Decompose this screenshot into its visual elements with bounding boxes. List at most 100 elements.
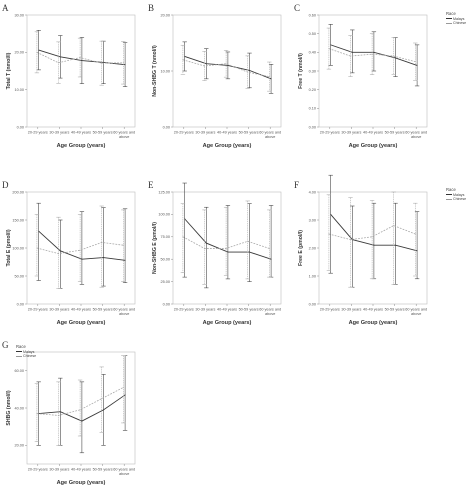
panel-b: B 0.00 10.00 20.00 20-29 years 30-39 years 40…: [148, 3, 298, 158]
y-tick-label: 0.60: [309, 13, 316, 17]
y-tick-label: 0.10: [309, 107, 316, 111]
series-line: [36, 387, 124, 416]
x-tick-label: 60 years and: [113, 131, 135, 135]
y-tick-label: 200.00: [12, 190, 24, 194]
data-point: [38, 49, 40, 51]
data-point: [81, 60, 83, 62]
x-tick-label: 20-29 years: [320, 308, 340, 312]
data-point: [79, 57, 81, 59]
x-axis-title: Age Group (years): [203, 320, 252, 326]
panel-label: E: [148, 180, 154, 190]
data-point: [103, 61, 104, 63]
data-point: [124, 394, 126, 396]
plot-frame: [26, 191, 136, 305]
panel-a: A 0.00 10.00 20.00 30.00 20-29 years 30-39 ye…: [2, 3, 152, 158]
y-tick-label: 25.00: [160, 280, 170, 284]
data-point: [122, 244, 124, 246]
data-point: [103, 409, 104, 411]
legend: Race Malays Chinese: [446, 187, 467, 202]
data-point: [249, 251, 250, 253]
legend-swatch-malays: [446, 18, 452, 20]
chart-free-t: 0.00 0.10 0.20 0.30 0.40 0.50 0.60 20-29 years 3…: [298, 13, 428, 149]
plot-frame: [26, 14, 136, 128]
y-tick-label: 50.00: [160, 258, 170, 262]
data-point: [124, 64, 126, 66]
chart-non-shbg-e: 0.00 25.00 50.00 75.00 100.00 125.00 20-29 yea…: [152, 182, 282, 326]
data-point: [81, 258, 83, 260]
data-point: [350, 239, 351, 241]
x-tick-label: 60 years and: [259, 131, 281, 135]
data-point: [204, 247, 205, 249]
x-tick-label: 20-29 years: [174, 308, 194, 312]
y-tick-label: 0.30: [309, 69, 316, 73]
data-point: [101, 62, 103, 64]
data-point: [416, 250, 418, 252]
legend-entry-chinese: Chinese: [453, 197, 467, 202]
legend: Race Malays Chinese: [16, 344, 36, 359]
y-axis-title: Free T (nmol/l): [298, 53, 304, 89]
panel-g: G 20.00 40.00 60.00 20-29 years 30-39 years 4…: [2, 340, 152, 495]
x-axis-title: Age Group (years): [349, 143, 398, 149]
x-tick-label: 20-29 years: [28, 308, 48, 312]
plot-frame: [26, 351, 136, 465]
y-tick-label: 20.00: [14, 444, 24, 448]
data-point: [350, 55, 351, 57]
x-axis-title: Age Group (years): [203, 143, 252, 149]
plot-frame: [172, 14, 282, 128]
x-tick-label: 40-49 years: [71, 308, 91, 312]
y-tick-label: 50.00: [14, 274, 24, 278]
x-tick-label: 30-39 years: [341, 131, 361, 135]
legend-title: Race: [446, 187, 456, 192]
y-axis-title: Non-SHBG E (pmol/l): [152, 222, 158, 274]
y-tick-label: 20.00: [160, 13, 170, 17]
x-tick-label: 30-39 years: [49, 131, 69, 135]
x-axis-title: Age Group (years): [57, 143, 106, 149]
legend-swatch-malays: [446, 194, 452, 196]
data-point: [351, 51, 353, 53]
data-point: [182, 236, 184, 238]
data-point: [58, 253, 59, 255]
series-line: [328, 48, 416, 63]
x-tick-label: 60 years and: [113, 468, 135, 472]
x-tick-label: above: [119, 472, 129, 476]
x-tick-label: 50-59 years: [385, 131, 405, 135]
x-tick-label: 20-29 years: [320, 131, 340, 135]
y-tick-label: 10.00: [14, 88, 24, 92]
panel-label: G: [2, 340, 9, 350]
data-point: [205, 242, 207, 244]
legend-swatch-malays: [16, 351, 22, 353]
legend: Race Malays Chinese: [446, 11, 467, 26]
chart-total-e: 0.00 50.00 100.00 150.00 200.00 20-29 years 30…: [6, 190, 136, 326]
data-point: [184, 55, 186, 57]
data-point: [270, 78, 272, 80]
data-point: [225, 247, 227, 249]
y-tick-label: 2.00: [309, 246, 316, 250]
y-tick-label: 60.00: [14, 369, 24, 373]
y-tick-label: 100.00: [12, 246, 24, 250]
x-axis-title: Age Group (years): [57, 320, 106, 326]
data-point: [247, 71, 249, 73]
y-axis-title: Total E (pmol/l): [6, 229, 12, 266]
chart-total-t: 0.00 10.00 20.00 30.00 20-29 years 30-39 year…: [6, 13, 136, 149]
data-point: [270, 258, 272, 260]
y-tick-label: 0.00: [17, 302, 24, 306]
data-point: [247, 240, 249, 242]
data-point: [416, 64, 418, 66]
x-tick-label: 60 years and: [113, 308, 135, 312]
data-point: [182, 59, 184, 61]
panel-label: B: [148, 3, 155, 13]
data-point: [414, 61, 416, 63]
legend-entry-chinese: Chinese: [453, 21, 467, 26]
data-point: [205, 63, 207, 65]
plot-frame: [318, 191, 428, 305]
y-tick-label: 0.00: [163, 302, 170, 306]
panel-c: C 0.00 0.10 0.20 0.30 0.40 0.50 0.60 20-29 year…: [294, 3, 466, 158]
series-line: [328, 225, 416, 241]
data-point: [414, 233, 416, 235]
y-tick-label: 75.00: [160, 235, 170, 239]
data-point: [395, 57, 396, 59]
x-tick-label: 50-59 years: [239, 131, 259, 135]
data-point: [124, 259, 126, 261]
y-tick-label: 0.00: [17, 125, 24, 129]
x-tick-label: above: [411, 312, 421, 316]
